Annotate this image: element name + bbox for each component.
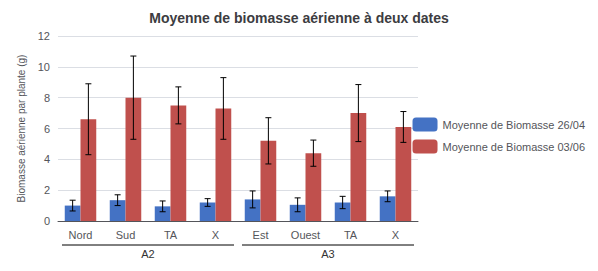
svg-text:Ouest: Ouest: [291, 229, 320, 241]
svg-text:Est: Est: [253, 229, 269, 241]
svg-text:TA: TA: [344, 229, 358, 241]
svg-text:4: 4: [44, 153, 50, 165]
svg-text:Biomasse aérienne par plante (: Biomasse aérienne par plante (g): [16, 55, 27, 203]
svg-text:X: X: [212, 229, 220, 241]
svg-text:X: X: [392, 229, 400, 241]
svg-text:A2: A2: [141, 248, 154, 260]
svg-text:8: 8: [44, 92, 50, 104]
svg-text:Sud: Sud: [116, 229, 136, 241]
svg-text:Moyenne de Biomasse 26/04: Moyenne de Biomasse 26/04: [443, 119, 585, 131]
svg-text:TA: TA: [164, 229, 178, 241]
svg-text:0: 0: [44, 215, 50, 227]
svg-text:Moyenne de biomasse aérienne à: Moyenne de biomasse aérienne à deux date…: [149, 10, 449, 26]
svg-text:Moyenne de Biomasse 03/06: Moyenne de Biomasse 03/06: [443, 141, 585, 153]
svg-text:6: 6: [44, 123, 50, 135]
svg-text:Nord: Nord: [69, 229, 93, 241]
svg-text:A3: A3: [321, 248, 334, 260]
svg-text:12: 12: [38, 30, 50, 42]
svg-text:10: 10: [38, 61, 50, 73]
svg-text:2: 2: [44, 184, 50, 196]
